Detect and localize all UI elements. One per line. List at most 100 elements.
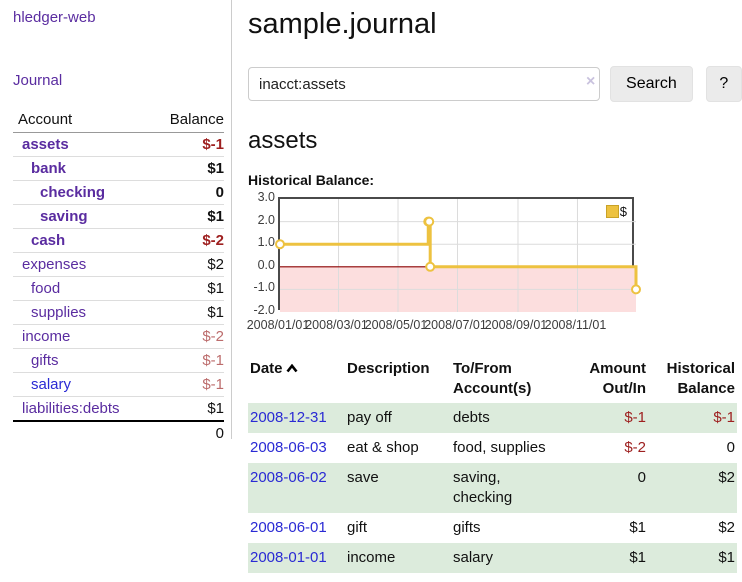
transaction-balance: $2	[718, 519, 735, 536]
transaction-accounts: salary	[453, 549, 494, 566]
account-link[interactable]: liabilities:debts	[22, 400, 120, 417]
transaction-row: 2008-06-01 gift gifts $1 $2	[248, 513, 737, 543]
transaction-amount: 0	[637, 469, 646, 486]
account-link[interactable]: saving	[40, 208, 88, 225]
account-link[interactable]: food	[31, 280, 61, 297]
transaction-accounts: gifts	[453, 519, 481, 536]
transaction-description: gift	[347, 519, 368, 536]
y-axis-tick-label: -1.0	[253, 280, 275, 295]
account-balance: $-1	[148, 372, 224, 397]
app-title-link[interactable]: hledger-web	[13, 9, 96, 26]
accounts-header-balance: Balance	[148, 108, 224, 133]
transaction-date-link[interactable]: 2008-12-31	[250, 409, 327, 426]
x-axis-tick-label: 2008/09/01	[484, 318, 548, 332]
x-axis-tick-label: 2008/07/01	[424, 318, 487, 332]
accounts-table: Account Balance assets $-1 bank $1 checking 0…	[13, 108, 224, 445]
help-button[interactable]: ?	[705, 66, 742, 102]
account-heading: assets	[248, 127, 318, 154]
account-balance: $1	[148, 156, 224, 181]
legend-swatch	[605, 205, 619, 218]
accounts-total-row: 0	[13, 420, 224, 445]
x-axis-tick-label: 2008/11/01	[544, 318, 607, 332]
register-header-date[interactable]: Date	[248, 355, 345, 403]
account-balance: $-1	[148, 132, 224, 157]
account-row: saving $1	[13, 204, 224, 229]
x-axis-tick-label: 2008/05/01	[364, 318, 428, 332]
account-row: expenses $2	[13, 252, 224, 277]
transaction-balance: 0	[726, 439, 735, 456]
transaction-accounts: debts	[453, 409, 490, 426]
search-form: × Search ?	[248, 66, 742, 102]
accounts-total-spacer	[13, 420, 149, 445]
accounts-total-value: 0	[148, 420, 224, 445]
transaction-amount: $1	[629, 549, 646, 566]
account-link[interactable]: salary	[31, 376, 72, 393]
balance-chart: $ 3.0 2.0 1.0 0.0 -1.0 -2.0 2008/01/01 2008/03…	[247, 190, 742, 334]
account-row: cash $-2	[13, 228, 224, 253]
account-row: income $-2	[13, 324, 224, 349]
register-header-balance: Historical Balance	[666, 360, 735, 397]
account-row: liabilities:debts $1	[13, 396, 224, 421]
account-link[interactable]: income	[22, 328, 71, 345]
account-balance: $1	[148, 300, 224, 325]
register-table: Date Description To/From Account(s) Amou…	[248, 355, 737, 573]
y-axis-tick-label: 0.0	[257, 257, 275, 272]
register-header-amount: Amount Out/In	[589, 360, 646, 397]
chart-title: Historical Balance:	[248, 172, 375, 188]
search-button[interactable]: Search	[610, 66, 693, 102]
clear-search-icon[interactable]: ×	[586, 73, 596, 90]
y-axis-tick-label: 3.0	[257, 190, 275, 204]
account-link[interactable]: gifts	[31, 352, 59, 369]
transaction-date-link[interactable]: 2008-06-01	[250, 519, 327, 536]
transaction-row: 2008-06-02 save saving, checking 0 $2	[248, 463, 737, 513]
chart-legend: $	[605, 204, 627, 219]
transaction-date-link[interactable]: 2008-06-03	[250, 439, 327, 456]
transaction-description: save	[347, 469, 379, 486]
account-link[interactable]: checking	[40, 184, 106, 201]
register-header-accounts: To/From Account(s)	[453, 360, 532, 397]
transaction-balance: $1	[718, 549, 735, 566]
account-link[interactable]: bank	[31, 160, 67, 177]
y-axis-tick-label: -2.0	[253, 303, 275, 317]
transaction-date-link[interactable]: 2008-01-01	[250, 549, 327, 566]
account-balance: $-2	[148, 324, 224, 349]
main-content: sample.journal × Search ? assets Histori…	[247, 0, 742, 573]
transaction-date-link[interactable]: 2008-06-02	[250, 469, 327, 486]
account-link[interactable]: assets	[22, 136, 69, 153]
transaction-amount: $-2	[624, 439, 646, 456]
sort-ascending-icon	[285, 363, 298, 373]
accounts-header-account: Account	[13, 108, 149, 133]
account-balance: $1	[148, 396, 224, 421]
account-link[interactable]: expenses	[22, 256, 87, 273]
transaction-description: eat & shop	[347, 439, 419, 456]
account-row: bank $1	[13, 156, 224, 181]
transaction-description: pay off	[347, 409, 392, 426]
chart-plot-area[interactable]: $	[275, 197, 641, 312]
account-row: checking 0	[13, 180, 224, 205]
account-balance: $-2	[148, 228, 224, 253]
account-row: gifts $-1	[13, 348, 224, 373]
transaction-row: 2008-06-03 eat & shop food, supplies $-2 0	[248, 433, 737, 463]
register-header-description: Description	[347, 360, 430, 377]
account-row: supplies $1	[13, 300, 224, 325]
account-row: assets $-1	[13, 132, 224, 157]
legend-label: $	[619, 204, 627, 219]
x-axis-tick-label: 2008/03/01	[305, 318, 368, 332]
transaction-description: income	[347, 549, 396, 566]
sidebar-nav: Journal	[13, 72, 224, 89]
transaction-accounts: food, supplies	[453, 439, 546, 456]
sidebar: hledger-web Journal Account Balance asse…	[0, 0, 232, 445]
account-balance: 0	[148, 180, 224, 205]
account-row: food $1	[13, 276, 224, 301]
transaction-balance: $-1	[713, 409, 735, 426]
page-title: sample.journal	[248, 8, 437, 40]
account-link[interactable]: cash	[31, 232, 66, 249]
search-input[interactable]	[248, 67, 601, 101]
account-row: salary $-1	[13, 372, 224, 397]
account-balance: $1	[148, 204, 224, 229]
account-link[interactable]: supplies	[31, 304, 87, 321]
transaction-accounts: saving, checking	[453, 469, 513, 506]
transaction-row: 2008-12-31 pay off debts $-1 $-1	[248, 403, 737, 433]
y-axis-tick-label: 2.0	[257, 212, 275, 227]
nav-journal-link[interactable]: Journal	[13, 72, 63, 89]
